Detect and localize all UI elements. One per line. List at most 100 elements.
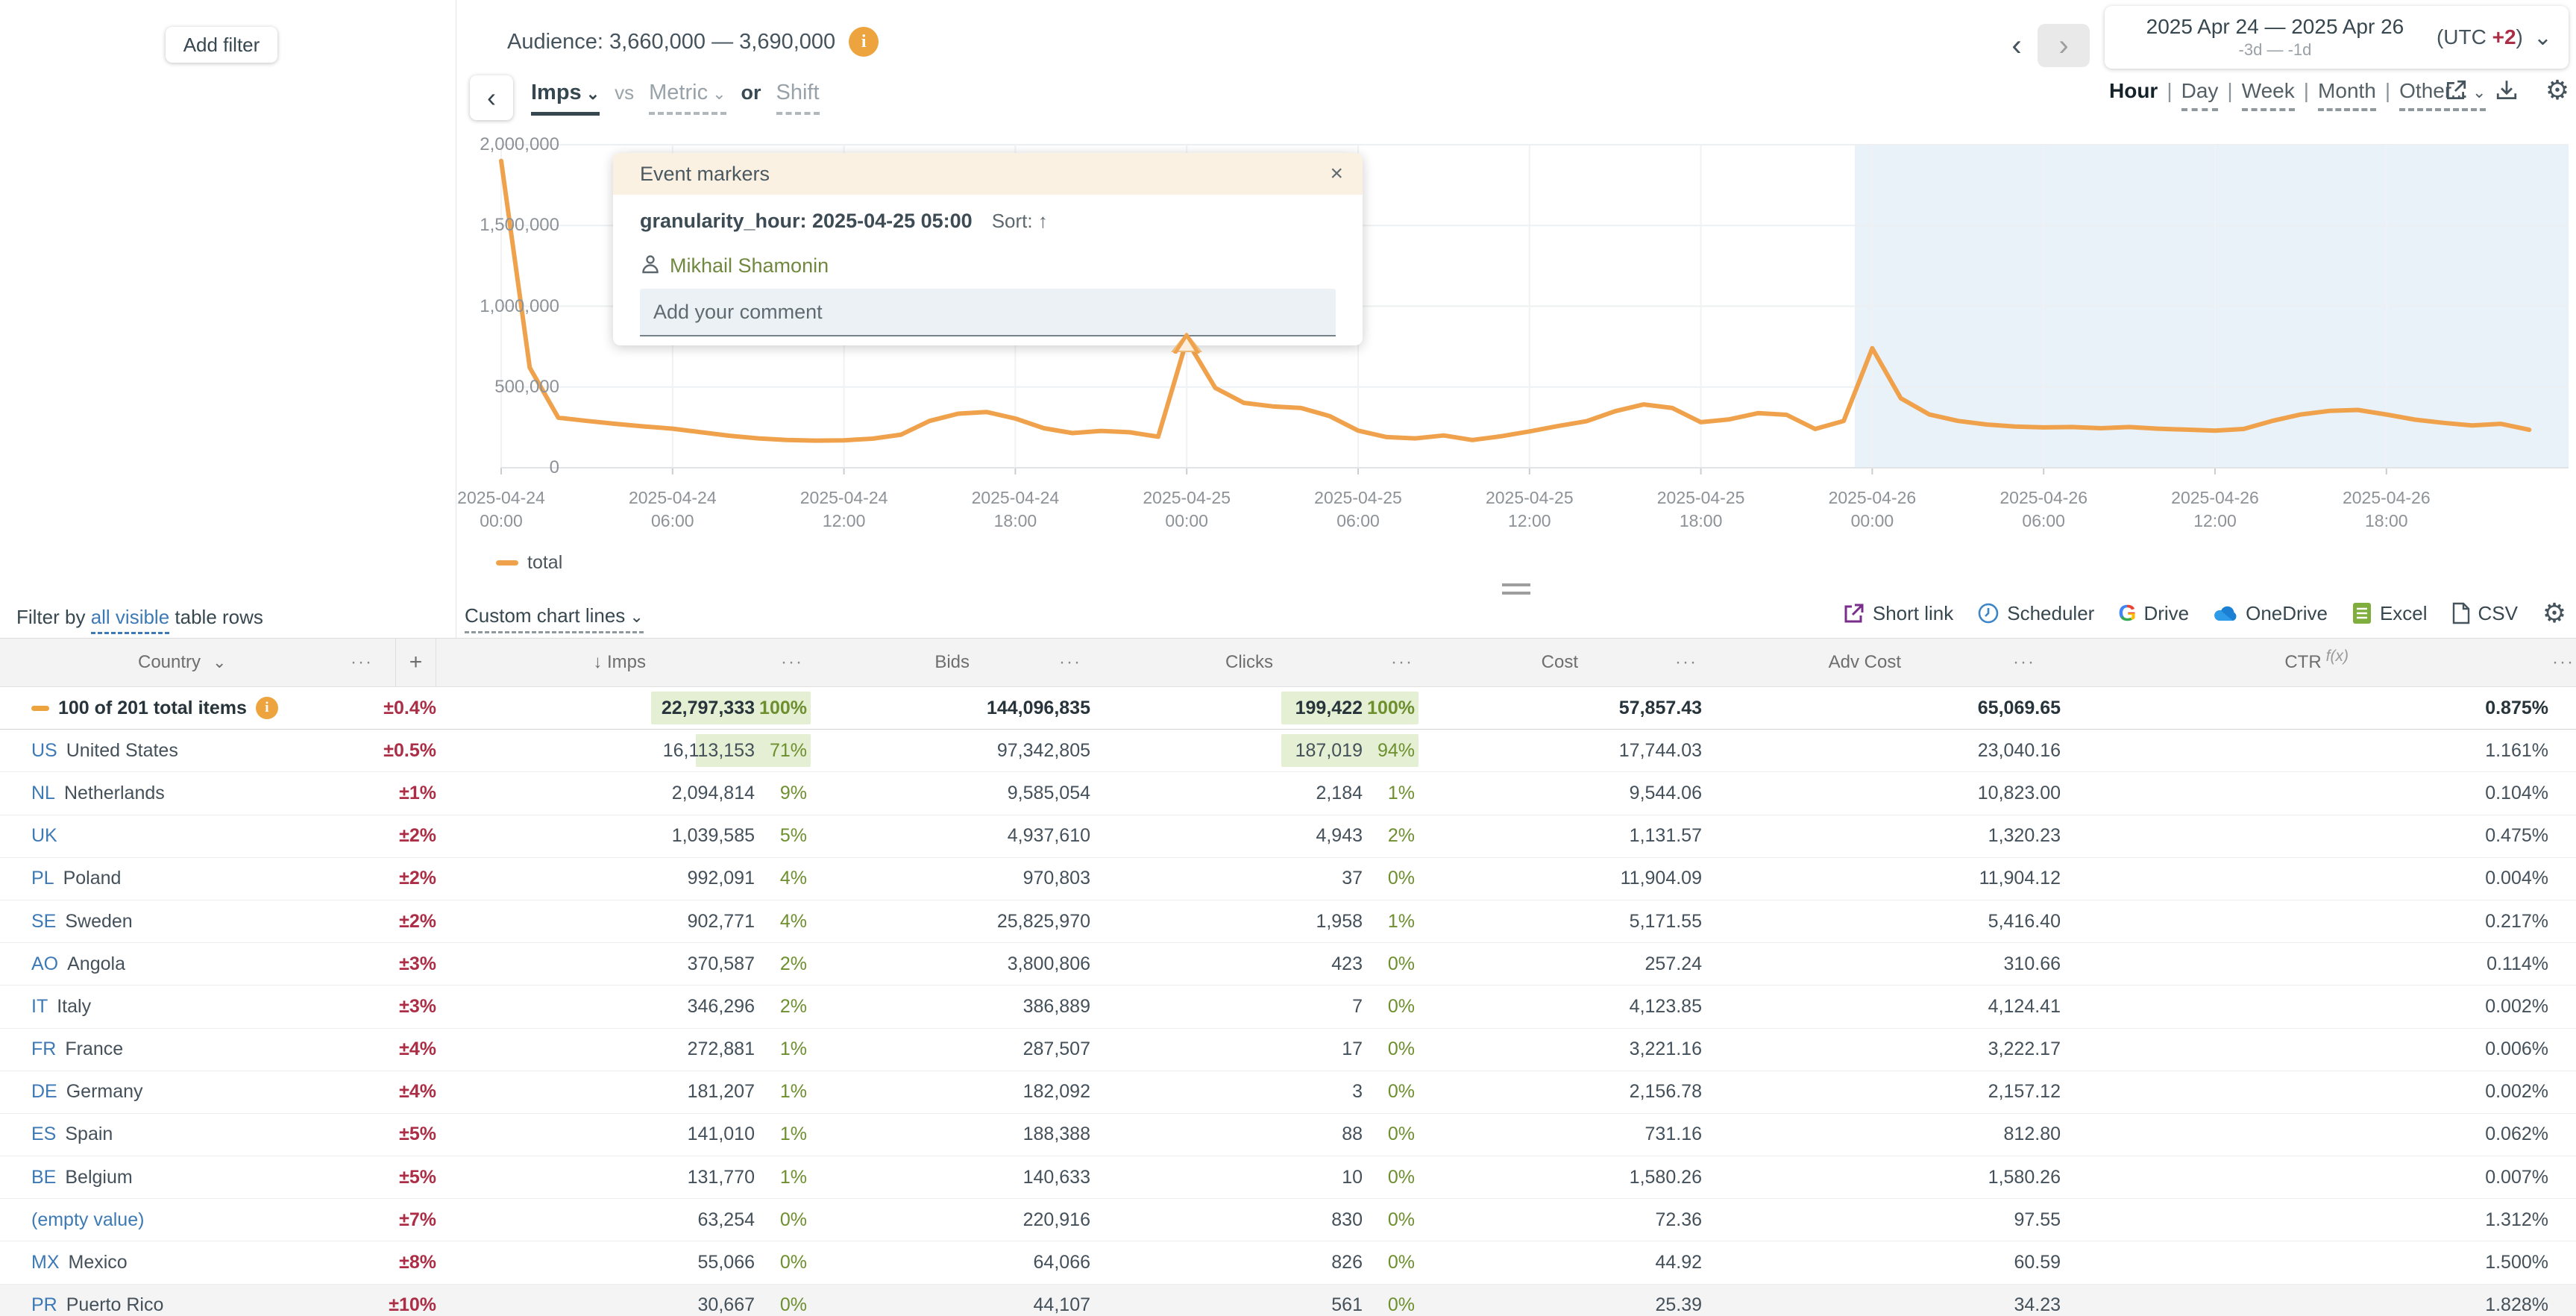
column-header-imps[interactable]: ↓ Imps: [593, 652, 646, 672]
shift-selector[interactable]: Shift: [776, 81, 820, 115]
table-row[interactable]: US United States ±0.5% 16,113,153 71% 97,342,…: [0, 730, 2576, 773]
sort-toggle[interactable]: Sort: ↑: [991, 210, 1048, 232]
close-icon[interactable]: ×: [1330, 161, 1343, 186]
info-icon[interactable]: i: [255, 697, 278, 720]
secondary-metric-selector[interactable]: Metric ⌄: [649, 81, 726, 115]
uncertainty-cell: ±7%: [399, 1209, 436, 1230]
panel-resize-handle[interactable]: [1502, 583, 1530, 600]
country-code-link[interactable]: SE: [31, 910, 57, 932]
country-code-link[interactable]: PL: [31, 868, 54, 889]
table-settings-gear-icon[interactable]: ⚙: [2542, 598, 2567, 628]
primary-metric-selector[interactable]: Imps ⌄: [531, 81, 600, 116]
column-header-ctr[interactable]: CTR f(x): [2284, 648, 2349, 672]
clicks-cell: 826: [1331, 1252, 1363, 1273]
clicks-highlight: [1281, 692, 1419, 725]
scheduler-button[interactable]: Scheduler: [1977, 602, 2094, 625]
add-filter-button[interactable]: Add filter: [166, 27, 277, 63]
date-next-button[interactable]: ›: [2038, 24, 2090, 67]
cost-cell: 72.36: [1655, 1209, 1702, 1230]
info-icon[interactable]: i: [849, 27, 879, 57]
table-row[interactable]: BE Belgium ±5% 131,770 1% 140,633 10 0% 1,580.26…: [0, 1156, 2576, 1200]
csv-export-button[interactable]: CSV: [2451, 602, 2518, 625]
excel-export-button[interactable]: Excel: [2352, 602, 2428, 625]
ctr-cell: 1.161%: [2485, 739, 2548, 761]
column-menu-icon[interactable]: ···: [351, 652, 373, 672]
country-code-link[interactable]: DE: [31, 1081, 57, 1103]
column-header-cost[interactable]: Cost ···: [1541, 652, 1697, 672]
country-code-link[interactable]: NL: [31, 782, 55, 803]
country-code-link[interactable]: MX: [31, 1252, 60, 1273]
ctr-cell: 0.875%: [2485, 697, 2548, 718]
granularity-hour[interactable]: Hour: [2109, 79, 2158, 102]
country-code-link[interactable]: IT: [31, 995, 48, 1017]
country-cell: US United States: [0, 730, 395, 771]
table-row[interactable]: ES Spain ±5% 141,010 1% 188,388 88 0% 731.16 812.…: [0, 1114, 2576, 1157]
column-header-adv-cost[interactable]: Adv Cost ···: [1828, 652, 2035, 672]
section-divider: [0, 638, 2576, 639]
open-external-icon[interactable]: [2443, 78, 2469, 103]
table-row[interactable]: DE Germany ±4% 181,207 1% 182,092 3 0% 2,156.78 2…: [0, 1071, 2576, 1114]
row-end-spacer: [2552, 1114, 2576, 1156]
table-row[interactable]: MX Mexico ±8% 55,066 0% 64,066 826 0% 44.92 60.59…: [0, 1241, 2576, 1285]
table-row[interactable]: SE Sweden ±2% 902,771 4% 25,825,970 1,958 1% 5,1…: [0, 900, 2576, 944]
table-row[interactable]: 100 of 201 total items i ±0.4% 22,797,333 10…: [0, 687, 2576, 730]
country-code-link[interactable]: BE: [31, 1166, 57, 1188]
uncertainty-cell: ±0.5%: [383, 739, 436, 761]
gear-icon[interactable]: ⚙: [2545, 75, 2570, 105]
column-menu-icon: ···: [2013, 652, 2035, 672]
clicks-percent-cell: 0%: [1387, 1252, 1415, 1273]
table-row[interactable]: IT Italy ±3% 346,296 2% 386,889 7 0% 4,123.85 4,1…: [0, 986, 2576, 1029]
country-code-link[interactable]: AO: [31, 953, 59, 974]
imps-cell: 902,771: [687, 910, 755, 932]
download-icon[interactable]: [2494, 78, 2519, 103]
imps-percent-cell: 0%: [779, 1252, 807, 1273]
table-row[interactable]: NL Netherlands ±1% 2,094,814 9% 9,585,054 2,18…: [0, 772, 2576, 815]
granularity-day[interactable]: Day: [2181, 79, 2219, 111]
onedrive-export-button[interactable]: OneDrive: [2213, 602, 2328, 625]
short-link-button[interactable]: Short link: [1843, 602, 1953, 625]
event-marker-label: granularity_hour: 2025-04-25 05:00: [640, 210, 973, 232]
person-icon: [640, 254, 661, 278]
country-code-link[interactable]: FR: [31, 1038, 57, 1060]
cost-cell: 4,123.85: [1629, 995, 1702, 1017]
country-code-link[interactable]: UK: [31, 825, 57, 847]
table-row[interactable]: PL Poland ±2% 992,091 4% 970,803 37 0% 11,904.09…: [0, 858, 2576, 900]
granularity-month[interactable]: Month: [2318, 79, 2376, 111]
comment-author-link[interactable]: Mikhail Shamonin: [670, 254, 829, 277]
chart-legend[interactable]: total: [496, 552, 562, 574]
country-code-link[interactable]: US: [31, 739, 57, 761]
all-visible-link[interactable]: all visible: [90, 606, 170, 634]
date-prev-button[interactable]: ‹: [2011, 28, 2022, 62]
granularity-week[interactable]: Week: [2241, 79, 2295, 111]
ctr-cell: 0.104%: [2485, 782, 2548, 803]
table-row[interactable]: AO Angola ±3% 370,587 2% 3,800,806 423 0% 257.24…: [0, 943, 2576, 986]
country-code-link[interactable]: ES: [31, 1124, 57, 1145]
table-row[interactable]: UK ±2% 1,039,585 5% 4,937,610 4,943 2% 1,131.57…: [0, 815, 2576, 858]
country-name[interactable]: (empty value): [31, 1209, 145, 1230]
country-cell: PL Poland: [0, 858, 395, 900]
table-row[interactable]: (empty value) ±7% 63,254 0% 220,916 830 0% 72.3…: [0, 1199, 2576, 1242]
uncertainty-cell: ±2%: [399, 910, 436, 932]
granularity-switcher: Hour | Day | Week | Month | Other... ⌄: [2109, 79, 2487, 111]
column-menu-icon[interactable]: ···: [1391, 652, 1413, 672]
country-code-link[interactable]: PR: [31, 1294, 57, 1316]
uncertainty-cell: ±3%: [399, 953, 436, 974]
event-marker-icon[interactable]: [1170, 331, 1203, 354]
comment-input[interactable]: [640, 289, 1336, 336]
column-menu-icon[interactable]: ···: [781, 652, 803, 672]
google-drive-export-button[interactable]: G Drive: [2118, 600, 2190, 626]
date-range-picker[interactable]: 2025 Apr 24 — 2025 Apr 26 -3d — -1d (UTC…: [2105, 6, 2569, 69]
table-row[interactable]: PR Puerto Rico ±10% 30,667 0% 44,107 561 0% 25.3…: [0, 1284, 2576, 1316]
custom-chart-lines[interactable]: Custom chart lines ⌄: [465, 604, 644, 633]
add-column-button[interactable]: +: [395, 639, 436, 686]
chevron-down-icon: ⌄: [213, 653, 227, 671]
chart-back-button[interactable]: ‹: [470, 75, 513, 120]
column-header-country[interactable]: Country ⌄ ···: [0, 639, 395, 686]
popup-body: granularity_hour: 2025-04-25 05:00 Sort:…: [613, 195, 1363, 336]
column-header-clicks[interactable]: Clicks: [1225, 652, 1273, 672]
row-end-spacer: [2552, 1241, 2576, 1283]
table-row[interactable]: FR France ±4% 272,881 1% 287,507 17 0% 3,221.16 3…: [0, 1029, 2576, 1071]
column-menu-icon[interactable]: ···: [2552, 652, 2575, 672]
bids-cell: 182,092: [1022, 1081, 1090, 1103]
column-header-bids[interactable]: Bids ···: [934, 652, 1081, 672]
